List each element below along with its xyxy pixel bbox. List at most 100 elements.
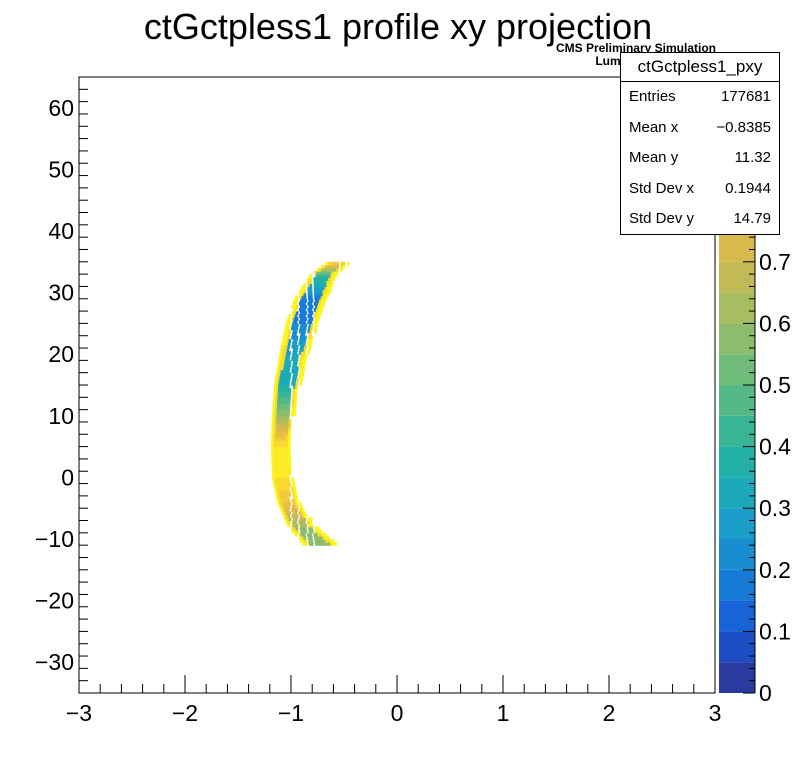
heatmap-cell (293, 385, 296, 389)
heatmap-cell (288, 458, 292, 463)
heatmap-cell (320, 286, 323, 291)
heatmap-cell (291, 489, 295, 494)
heatmap-cell (284, 360, 288, 365)
heatmap-cell (278, 421, 281, 426)
heatmap-cell (291, 498, 295, 503)
heatmap-cell (278, 372, 281, 377)
heatmap-cell (282, 385, 286, 389)
heatmap-cell (304, 514, 308, 519)
heatmap-cell (273, 394, 277, 398)
heatmap-cell (317, 277, 321, 281)
stats-row-value: 177681 (720, 88, 771, 105)
heatmap-cell (300, 354, 303, 358)
heatmap-cell (300, 529, 303, 534)
heatmap-cell (286, 434, 289, 438)
heatmap-cell (274, 489, 278, 494)
heatmap-cell (277, 489, 280, 494)
heatmap-cell (320, 283, 323, 288)
heatmap-cell (286, 517, 290, 522)
heatmap-cell (276, 378, 280, 383)
heatmap-cell (307, 308, 311, 312)
heatmap-cell (294, 314, 298, 318)
heatmap-cell (301, 329, 304, 334)
heatmap-cell (285, 489, 289, 494)
heatmap-cell (294, 320, 298, 324)
heatmap-cell (279, 449, 283, 454)
heatmap-cell (286, 418, 290, 423)
heatmap-cell (291, 304, 295, 309)
heatmap-cell (298, 320, 302, 324)
heatmap-cell (302, 304, 305, 309)
heatmap-cell (299, 295, 303, 300)
heatmap-cell (283, 511, 287, 515)
heatmap-cell (308, 332, 312, 337)
heatmap-cell (303, 511, 306, 515)
colorbar-segment (719, 323, 755, 355)
heatmap-cell (286, 329, 289, 334)
heatmap-cell (294, 492, 298, 497)
heatmap-cell (281, 375, 285, 380)
heatmap-cell (292, 511, 296, 515)
stats-rows: Entries 177681 Mean x −0.8385 Mean y 11.32 Std… (621, 82, 779, 235)
heatmap-cell (279, 483, 283, 488)
heatmap-cell (300, 332, 304, 337)
heatmap-cell (308, 311, 312, 315)
heatmap-cell (275, 468, 279, 472)
heatmap-cell (281, 446, 285, 451)
heatmap-cell (283, 366, 287, 371)
heatmap-cell (296, 378, 299, 383)
heatmap-cell (292, 360, 296, 365)
heatmap-cell (281, 400, 285, 405)
heatmap-cell (291, 412, 294, 417)
heatmap-cell (293, 366, 297, 371)
heatmap-cell (288, 329, 292, 334)
heatmap-cell (285, 378, 289, 383)
heatmap-cell (288, 391, 292, 395)
heatmap-cell (292, 520, 295, 525)
heatmap-cell (280, 486, 284, 491)
heatmap-cell (279, 363, 283, 368)
heatmap-cell (279, 400, 282, 405)
heatmap-cell (310, 323, 314, 328)
heatmap-cell (313, 289, 317, 294)
heatmap-cell (275, 462, 279, 466)
heatmap-cell (279, 458, 283, 463)
heatmap-cell (301, 326, 305, 331)
heatmap-cell (291, 477, 295, 482)
heatmap-cell (316, 304, 320, 309)
heatmap-cell (284, 492, 287, 497)
heatmap-cell (283, 403, 286, 408)
heatmap-cell (302, 366, 306, 371)
heatmap-cell (303, 286, 306, 291)
heatmap-cell (276, 498, 280, 503)
heatmap-cell (315, 277, 319, 281)
heatmap-cell (294, 338, 298, 343)
heatmap-cell (292, 308, 296, 312)
heatmap-cell (282, 495, 286, 500)
heatmap-cell (295, 304, 299, 309)
heatmap-cell (287, 381, 290, 386)
heatmap-cell (292, 301, 296, 306)
y-tick-label: −30 (35, 649, 74, 675)
heatmap-cell (284, 431, 287, 435)
heatmap-cell (285, 397, 289, 401)
heatmap-cell (322, 280, 325, 284)
heatmap-cell (313, 320, 317, 324)
y-tick-label: 20 (48, 341, 74, 367)
heatmap-cell (291, 406, 295, 411)
heatmap-cell (301, 348, 305, 352)
heatmap-cell (287, 369, 290, 374)
heatmap-cell (279, 492, 283, 497)
heatmap-cell (284, 372, 288, 377)
heatmap-cell (325, 542, 329, 546)
heatmap-cell (288, 492, 292, 497)
heatmap-cell (318, 295, 322, 300)
heatmap-cell (281, 397, 285, 401)
heatmap-cell (291, 369, 294, 374)
heatmap-cell (335, 267, 339, 272)
heatmap-cell (271, 428, 275, 432)
heatmap-cell (277, 465, 281, 469)
heatmap-cell (284, 486, 288, 491)
heatmap-cell (324, 295, 328, 300)
heatmap-cell (288, 428, 292, 432)
